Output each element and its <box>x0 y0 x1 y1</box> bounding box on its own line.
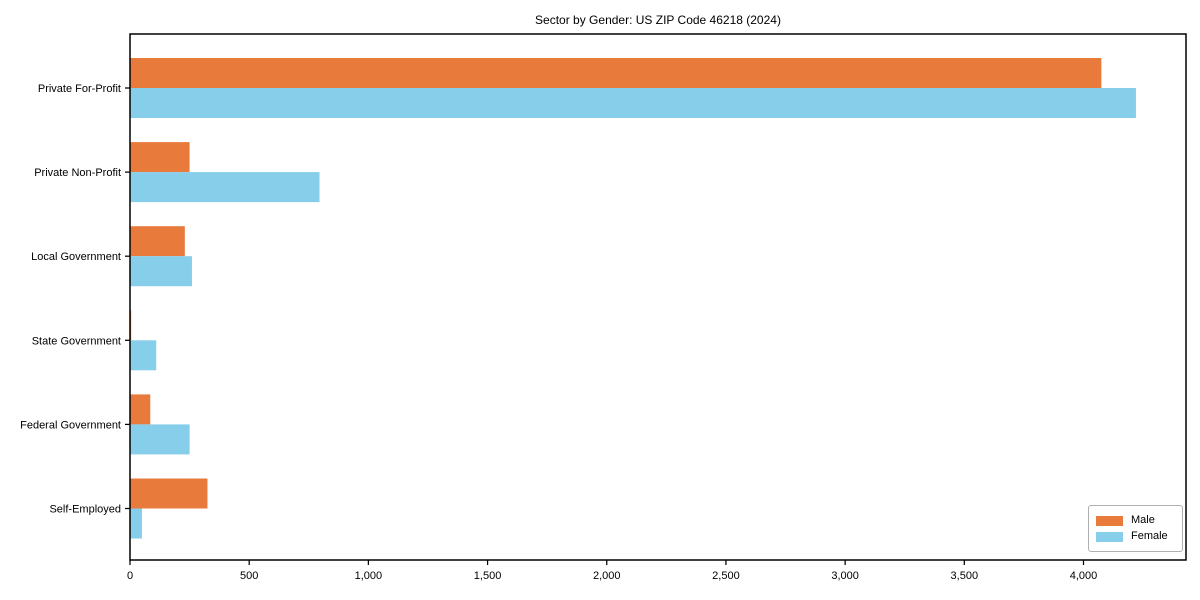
legend-item-male: Male <box>1096 515 1182 526</box>
bar-male-private-non-profit <box>130 142 190 173</box>
bar-female-self-employed <box>130 508 142 539</box>
bar-female-private-for-profit <box>130 88 1136 118</box>
chart-title: Sector by Gender: US ZIP Code 46218 (202… <box>535 13 781 27</box>
x-tick-label: 2,500 <box>712 570 740 582</box>
legend: Male Female <box>1088 505 1183 552</box>
bar-female-state-government <box>130 340 157 371</box>
legend-item-female: Female <box>1096 531 1182 542</box>
legend-label-male: Male <box>1131 514 1155 526</box>
legend-label-female: Female <box>1131 530 1168 542</box>
x-tick-label: 1,000 <box>355 570 383 582</box>
bar-male-private-for-profit <box>130 58 1102 88</box>
y-tick-label: Local Government <box>31 251 121 263</box>
x-tick-label: 4,000 <box>1070 570 1098 582</box>
bar-male-local-government <box>130 226 185 257</box>
legend-swatch-male <box>1096 515 1123 526</box>
x-tick-label: 1,500 <box>474 570 502 582</box>
bar-male-federal-government <box>130 394 151 425</box>
plot-frame <box>129 33 1187 561</box>
x-tick-label: 3,500 <box>951 570 979 582</box>
x-tick-label: 0 <box>127 570 133 582</box>
y-tick-label: Private For-Profit <box>38 83 121 95</box>
x-tick-label: 500 <box>240 570 258 582</box>
y-tick-label: Federal Government <box>20 419 121 431</box>
legend-swatch-female <box>1096 531 1123 542</box>
bar-female-private-non-profit <box>130 172 320 203</box>
y-tick-label: Private Non-Profit <box>34 167 121 179</box>
bar-male-self-employed <box>130 478 208 509</box>
x-tick-label: 3,000 <box>831 570 859 582</box>
bar-female-federal-government <box>130 424 190 455</box>
bar-female-local-government <box>130 256 192 287</box>
x-tick-label: 2,000 <box>593 570 621 582</box>
y-tick-label: Self-Employed <box>49 504 121 516</box>
y-tick-label: State Government <box>32 335 121 347</box>
